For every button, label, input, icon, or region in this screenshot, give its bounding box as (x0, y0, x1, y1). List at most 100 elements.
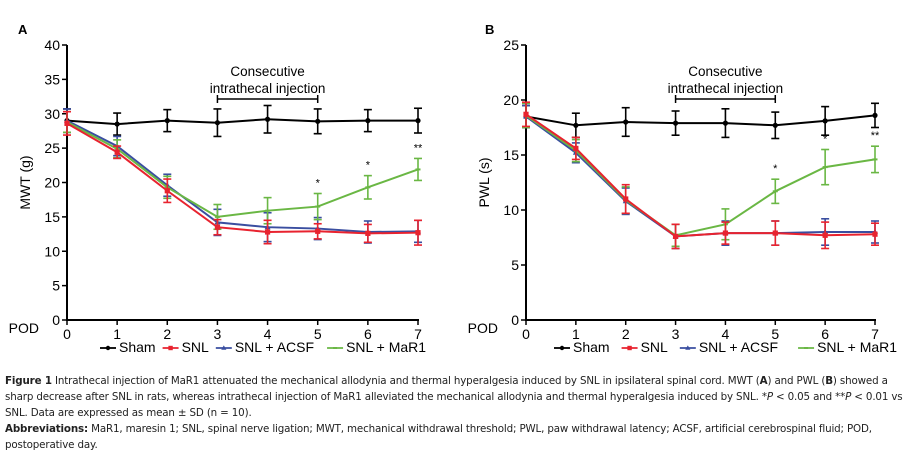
x-tick-label: 2 (163, 326, 171, 342)
data-point (772, 230, 778, 236)
significance-marker: * (773, 163, 778, 175)
x-tick-label: 3 (214, 326, 222, 342)
y-tick-label: 40 (44, 37, 60, 53)
data-point (872, 112, 878, 118)
caption-panel-a: A (759, 375, 768, 387)
y-axis-label: PWL (s) (476, 157, 492, 207)
data-point (365, 186, 371, 189)
significance-marker: * (823, 134, 828, 146)
legend-label: SNL + MaR1 (346, 339, 426, 355)
abbreviations-text: MaR1, maresin 1; SNL, spinal nerve ligat… (5, 423, 872, 451)
y-tick-label: 35 (44, 71, 60, 87)
data-point (872, 158, 878, 161)
data-point (672, 233, 679, 239)
caption-p: P (766, 391, 773, 403)
data-point (722, 230, 729, 236)
data-point (214, 120, 221, 126)
data-point (822, 232, 828, 238)
y-tick-label: 5 (511, 257, 519, 273)
x-axis-label: POD (9, 320, 39, 336)
data-point (623, 196, 629, 202)
legend-marker (804, 347, 809, 349)
legend-marker (221, 345, 227, 350)
legend-marker (105, 345, 111, 351)
y-tick-label: 25 (44, 140, 60, 156)
x-tick-label: 4 (722, 326, 730, 342)
y-tick-label: 10 (503, 202, 519, 218)
y-tick-label: 15 (503, 147, 519, 163)
x-tick-label: 5 (771, 326, 779, 342)
data-point (573, 145, 579, 151)
data-point (415, 118, 421, 124)
data-point (264, 229, 271, 235)
legend-label: SNL + MaR1 (817, 339, 897, 355)
legend-item: SNL + ACSF (215, 339, 314, 355)
data-point (523, 111, 529, 117)
x-tick-label: 1 (572, 326, 580, 342)
data-point (114, 149, 120, 155)
series-line (66, 122, 419, 235)
x-tick-label: 7 (871, 326, 879, 342)
data-point (315, 118, 321, 124)
series-line (525, 113, 876, 238)
significance-marker: ** (871, 130, 880, 142)
significance-marker: * (366, 160, 371, 172)
x-tick-label: 7 (414, 326, 422, 342)
y-tick-label: 10 (44, 243, 60, 259)
caption-text: ) and PWL ( (767, 375, 826, 387)
chart-panel-b: B 0 5 10 15 20 25 0 1 2 3 4 5 6 7 POD PWL (s) Consecutive… (468, 22, 898, 355)
data-point (672, 120, 679, 126)
legend-marker (627, 345, 632, 351)
caption-text: Intrathecal injection of MaR1 attenuated… (51, 375, 760, 387)
legend-label: SNL + ACSF (699, 339, 778, 355)
legend-label: SNL (641, 339, 668, 355)
legend-marker (685, 345, 691, 350)
series-snl (522, 101, 879, 250)
legend-label: Sham (573, 339, 610, 355)
data-point (623, 119, 629, 125)
annotation-text: intrathecal injection (210, 81, 326, 96)
annotation-text: intrathecal injection (668, 81, 784, 96)
data-point (315, 205, 321, 208)
data-point (772, 122, 778, 128)
legend-label: SNL (182, 339, 209, 355)
x-tick-label: 6 (364, 326, 372, 342)
legend-item: SNL + MaR1 (798, 339, 897, 355)
data-point (214, 224, 221, 230)
legend-item: SNL + MaR1 (327, 339, 426, 355)
y-tick-label: 30 (44, 106, 60, 122)
y-tick-label: 25 (503, 37, 519, 53)
series-line (66, 121, 419, 218)
annotation-text: Consecutive (688, 64, 762, 79)
caption-text: < 0.05 and ** (772, 391, 846, 403)
significance-marker: * (316, 178, 321, 190)
data-point (265, 209, 271, 212)
panel-label: B (485, 22, 494, 37)
x-tick-label: 0 (63, 326, 71, 342)
data-point (64, 120, 70, 126)
series-line (66, 118, 418, 126)
annotation-text: Consecutive (230, 64, 304, 79)
data-point (872, 231, 878, 237)
data-point (573, 122, 579, 128)
figure-legend-text: Figure 1 Intrathecal injection of MaR1 a… (5, 373, 907, 421)
x-tick-label: 6 (821, 326, 829, 342)
caption-text: < 0.01 vs SNL. Data are expressed as mea… (5, 391, 903, 419)
y-tick-label: 15 (44, 209, 60, 225)
legend-marker (168, 345, 173, 351)
data-point (365, 230, 371, 236)
x-tick-label: 1 (113, 326, 121, 342)
series-sham (63, 104, 422, 138)
y-tick-label: 0 (511, 312, 519, 328)
legend-marker (333, 347, 338, 349)
significance-marker: ** (414, 142, 423, 154)
legend-item: SNL (162, 339, 209, 355)
data-point (822, 166, 828, 169)
data-point (114, 121, 120, 127)
y-tick-label: 0 (52, 312, 60, 328)
y-tick-label: 20 (44, 175, 60, 191)
chart-panel-a: A 0 5 10 15 20 25 30 35 40 0 1 2 3 4 5 6 7 POD MWT (g) Conse… (9, 22, 427, 355)
x-tick-label: 5 (314, 326, 322, 342)
series-line (525, 114, 876, 237)
series-snl (63, 110, 422, 246)
